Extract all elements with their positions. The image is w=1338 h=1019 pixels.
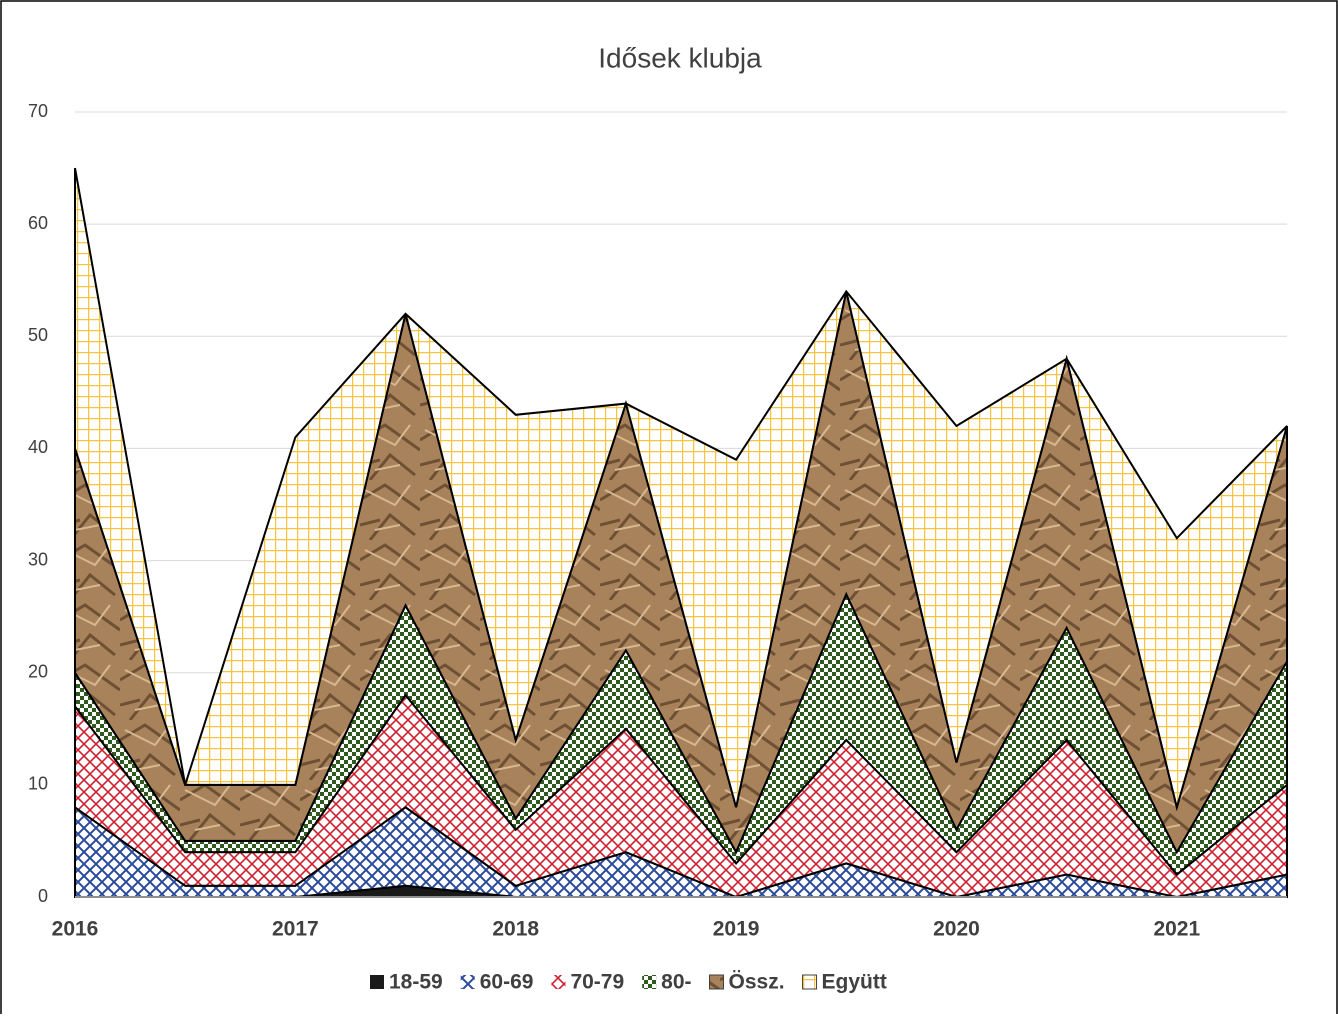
legend-label: Együtt — [822, 971, 887, 994]
y-tick-label: 10 — [28, 774, 48, 794]
y-tick-label: 50 — [28, 325, 48, 345]
x-tick-label: 2017 — [272, 918, 319, 941]
legend-marker — [460, 975, 475, 989]
x-tick-label: 2016 — [52, 918, 99, 941]
legend-label: 18-59 — [389, 971, 443, 994]
x-tick-label: 2020 — [933, 918, 980, 941]
legend-label: 80- — [661, 971, 691, 994]
legend-label: Össz. — [729, 971, 785, 994]
y-tick-label: 60 — [28, 213, 48, 233]
x-tick-label: 2019 — [713, 918, 760, 941]
y-tick-label: 40 — [28, 437, 48, 457]
x-tick-label: 2018 — [492, 918, 539, 941]
legend-label: 70-79 — [570, 971, 624, 994]
y-tick-label: 20 — [28, 661, 48, 681]
legend-marker — [642, 975, 657, 989]
legend-marker — [802, 974, 818, 990]
chart-title: Idősek klubja — [598, 42, 762, 73]
x-tick-label: 2021 — [1153, 918, 1200, 941]
y-tick-label: 30 — [28, 549, 48, 569]
legend-marker — [551, 975, 566, 989]
legend-label: 60-69 — [480, 971, 534, 994]
y-tick-label: 70 — [28, 101, 48, 121]
y-tick-label: 0 — [38, 886, 48, 906]
area — [74, 167, 1288, 812]
legend-marker — [709, 974, 725, 990]
legend-marker — [370, 975, 384, 989]
